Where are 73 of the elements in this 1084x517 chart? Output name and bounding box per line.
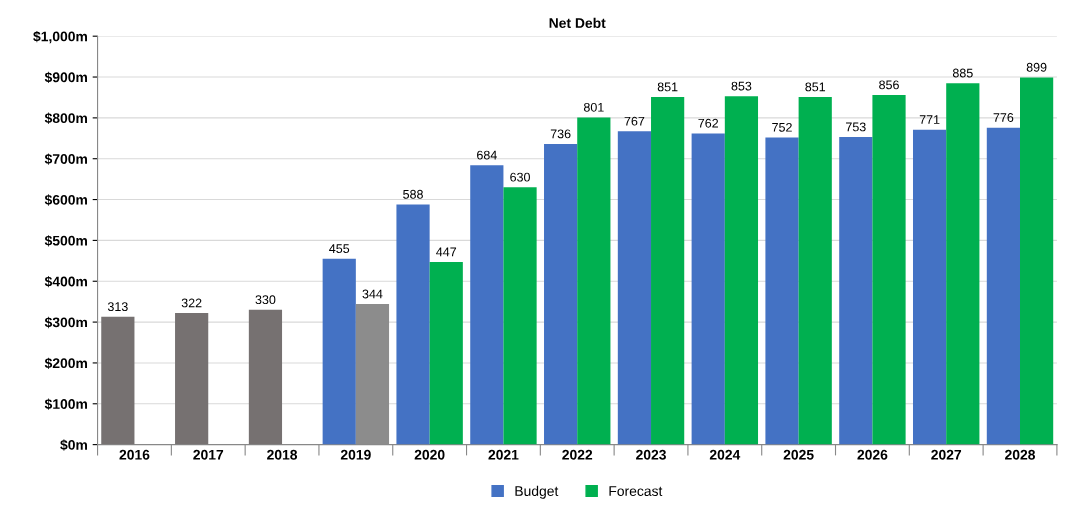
bar xyxy=(322,258,356,445)
data-label: 856 xyxy=(879,80,899,90)
x-tick-label: 2018 xyxy=(267,449,298,460)
x-tick-label: 2019 xyxy=(340,449,371,460)
y-tick-label: $900m xyxy=(44,71,87,84)
bar xyxy=(946,83,980,445)
bar xyxy=(396,204,430,445)
data-label: 330 xyxy=(255,295,276,305)
bar xyxy=(175,313,209,445)
x-tick-label: 2017 xyxy=(193,449,224,460)
bar xyxy=(577,117,611,445)
bar xyxy=(651,97,685,445)
bar xyxy=(617,131,652,445)
bar xyxy=(724,96,759,445)
data-label: 455 xyxy=(329,244,350,254)
y-tick-label: $700m xyxy=(44,153,87,165)
y-tick-label: $600m xyxy=(44,194,87,206)
chart-title: Net Debt xyxy=(549,17,606,28)
bar xyxy=(798,97,832,445)
y-tick-label: $1,000m xyxy=(33,30,87,44)
bar xyxy=(872,95,906,445)
x-tick-label: 2024 xyxy=(709,449,741,460)
legend-label: Forecast xyxy=(609,486,663,496)
x-tick-label: 2023 xyxy=(636,449,666,460)
bar xyxy=(765,137,799,445)
x-tick-label: 2027 xyxy=(931,449,962,460)
bar xyxy=(470,165,504,445)
x-tick-label: 2021 xyxy=(488,449,519,460)
data-label: 322 xyxy=(181,298,202,308)
data-label: 447 xyxy=(436,247,457,257)
x-tick-label: 2028 xyxy=(1005,449,1036,460)
data-label: 762 xyxy=(698,118,719,128)
bar xyxy=(101,316,135,445)
bar xyxy=(429,262,463,445)
y-tick-label: $800m xyxy=(44,112,87,124)
bar xyxy=(544,144,578,445)
bar xyxy=(913,129,947,445)
data-label: 801 xyxy=(583,102,604,112)
bar xyxy=(839,137,873,445)
y-tick-label: $300m xyxy=(44,316,87,329)
x-tick-label: 2020 xyxy=(414,449,445,460)
data-label: 753 xyxy=(846,122,866,132)
data-label: 851 xyxy=(657,82,678,92)
data-label: 851 xyxy=(805,82,826,92)
data-label: 630 xyxy=(510,172,530,182)
y-tick-label: $500m xyxy=(44,235,87,247)
data-label: 771 xyxy=(919,115,940,124)
data-label: 767 xyxy=(624,116,645,126)
x-tick-label: 2022 xyxy=(562,449,593,460)
bar xyxy=(691,133,725,445)
data-label: 344 xyxy=(362,289,383,299)
x-tick-label: 2016 xyxy=(119,449,150,460)
x-tick-label: 2026 xyxy=(857,449,888,460)
data-label: 885 xyxy=(952,68,973,78)
data-label: 313 xyxy=(107,302,128,312)
bar xyxy=(1020,77,1054,445)
data-label: 736 xyxy=(550,129,571,139)
bar xyxy=(355,304,390,445)
data-label: 588 xyxy=(403,189,423,199)
bar xyxy=(986,127,1020,445)
data-label: 899 xyxy=(1026,62,1047,72)
x-tick-label: 2025 xyxy=(783,449,814,460)
bar xyxy=(503,187,537,445)
data-label: 752 xyxy=(772,122,792,132)
legend-label: Budget xyxy=(515,485,559,499)
data-label: 684 xyxy=(477,150,497,160)
y-tick-label: $200m xyxy=(44,357,87,369)
y-tick-label: $400m xyxy=(44,275,87,288)
data-label: 853 xyxy=(731,81,752,91)
y-tick-label: $0m xyxy=(60,439,87,451)
data-label: 776 xyxy=(993,113,1014,122)
bar xyxy=(248,309,283,445)
y-tick-label: $100m xyxy=(44,398,87,410)
